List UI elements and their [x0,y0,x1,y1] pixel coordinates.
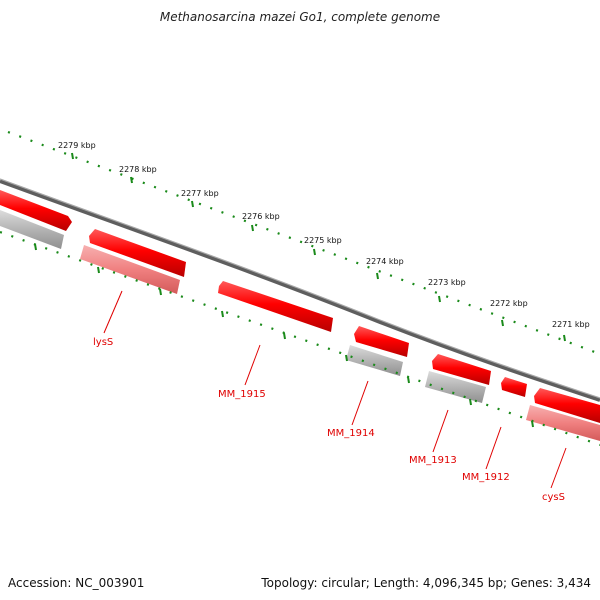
label-leaders [103,290,567,489]
forward-genes [0,190,600,423]
gene-grey-1 [0,210,64,249]
gene-forward-1 [0,190,72,231]
scale-label-2272: 2272 kbp [490,299,528,308]
scale-label-2278: 2278 kbp [119,165,157,174]
genome-summary: Topology: circular; Length: 4,096,345 bp… [261,576,591,590]
genome-backbone-highlight [0,178,600,399]
gene-forward-7 [534,388,600,423]
gene-forward-5 [432,354,491,385]
scale-label-2273: 2273 kbp [428,278,466,287]
outer-major-ticks [71,152,566,342]
gene-label-MM_1913: MM_1913 [409,455,457,466]
map-title: Methanosarcina mazei Go1, complete genom… [159,10,441,24]
gene-grey-3 [425,371,486,403]
gene-pink-1 [80,245,180,294]
inner-tick-ring [0,230,600,447]
gene-label-MM_1915: MM_1915 [218,389,266,400]
gene-pink-2 [526,405,600,441]
scale-label-2275: 2275 kbp [304,236,342,245]
gene-label-lysS: lysS [93,337,113,348]
gene-forward-4 [354,326,409,357]
gene-forward-6 [501,377,527,397]
scale-label-2276: 2276 kbp [242,212,280,221]
scale-label-2271: 2271 kbp [552,320,590,329]
gene-label-cysS: cysS [542,492,565,503]
gene-label-MM_1914: MM_1914 [327,428,375,439]
reverse-genes [0,210,600,441]
scale-label-2279: 2279 kbp [58,141,96,150]
scale-label-2274: 2274 kbp [366,257,404,266]
scale-label-2277: 2277 kbp [181,189,219,198]
genome-backbone [0,179,600,402]
accession-text: Accession: NC_003901 [8,576,145,590]
gene-label-MM_1912: MM_1912 [462,472,510,483]
gene-forward-3 [218,281,333,332]
gene-forward-2 [89,229,186,277]
inner-major-ticks [34,243,534,428]
gene-grey-2 [346,345,403,376]
